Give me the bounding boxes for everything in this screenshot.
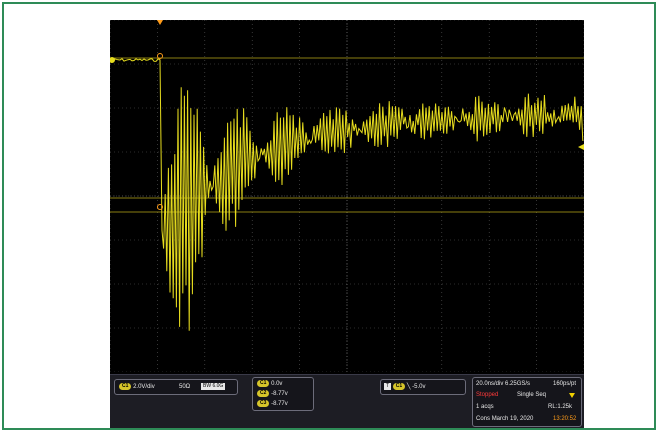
trigger-slope-icon: ╲ — [406, 384, 411, 391]
waveform-trace — [110, 58, 584, 331]
bandwidth-badge: BW 6.0G — [201, 383, 226, 390]
acquisition-count: 1 acqs — [476, 404, 494, 410]
measurement-badge: C3 — [257, 400, 270, 407]
acquisition-box[interactable]: 20.0ns/div 6.25GS/s 160ps/pt Stopped Sin… — [472, 377, 582, 427]
status-bar: C1 2.0V/div 50Ω BW 6.0G C1 0.0v C2 -8.77… — [110, 374, 584, 428]
measurement-row: C3 -8.77v — [257, 400, 288, 408]
acquisition-time: 13:20:52 — [553, 416, 577, 422]
single-seq-arrow-icon — [569, 393, 575, 398]
trigger-box[interactable]: T C1 ╲ -5.0v — [380, 379, 466, 395]
measurement-value: 0.0v — [271, 381, 283, 388]
channel-badge: C1 — [119, 383, 132, 390]
measurement-row: C2 -8.77v — [257, 390, 288, 398]
sample-rate: 6.25GS/s — [505, 381, 531, 387]
measurement-value: -8.77v — [271, 391, 288, 398]
record-length: RL:1.25k — [548, 404, 573, 410]
trigger-level: -5.0v — [412, 384, 426, 391]
oscilloscope-display: C1 2.0V/div 50Ω BW 6.0G C1 0.0v C2 -8.77… — [110, 20, 584, 428]
acquisition-date: March 19, 2020 — [491, 416, 534, 422]
waveform-graticule — [110, 20, 584, 372]
measurement-box[interactable]: C1 0.0v C2 -8.77v C3 -8.77v — [252, 377, 314, 411]
measurement-badge: C2 — [257, 390, 270, 397]
channel-ground-marker — [110, 57, 115, 63]
trigger-level-marker — [578, 144, 584, 150]
measurement-badge: C1 — [257, 380, 270, 387]
channel-settings-box[interactable]: C1 2.0V/div 50Ω BW 6.0G — [114, 379, 238, 395]
acquisition-state: Stopped — [476, 392, 499, 398]
trigger-position-marker — [157, 20, 163, 25]
measurement-value: -8.77v — [271, 401, 288, 408]
trigger-badge: C1 — [392, 383, 406, 390]
waveform-screen — [110, 20, 584, 372]
trigger-mode-icon: T — [384, 383, 392, 390]
cons-label: Cons — [476, 416, 491, 422]
timebase: 20.0ns/div — [476, 381, 504, 387]
acquisition-mode: Single Seq — [517, 392, 547, 398]
channel-impedance: 50Ω — [179, 384, 191, 390]
cursor-marker-lower — [157, 204, 163, 210]
resolution: 160ps/pt — [553, 381, 577, 387]
bandwidth-label: BW — [203, 383, 212, 389]
bandwidth-value: 6.0G — [212, 383, 224, 389]
channel-scale: 2.0V/div — [133, 384, 155, 391]
measurement-row: C1 0.0v — [257, 380, 282, 388]
cursor-marker-upper — [157, 53, 163, 59]
